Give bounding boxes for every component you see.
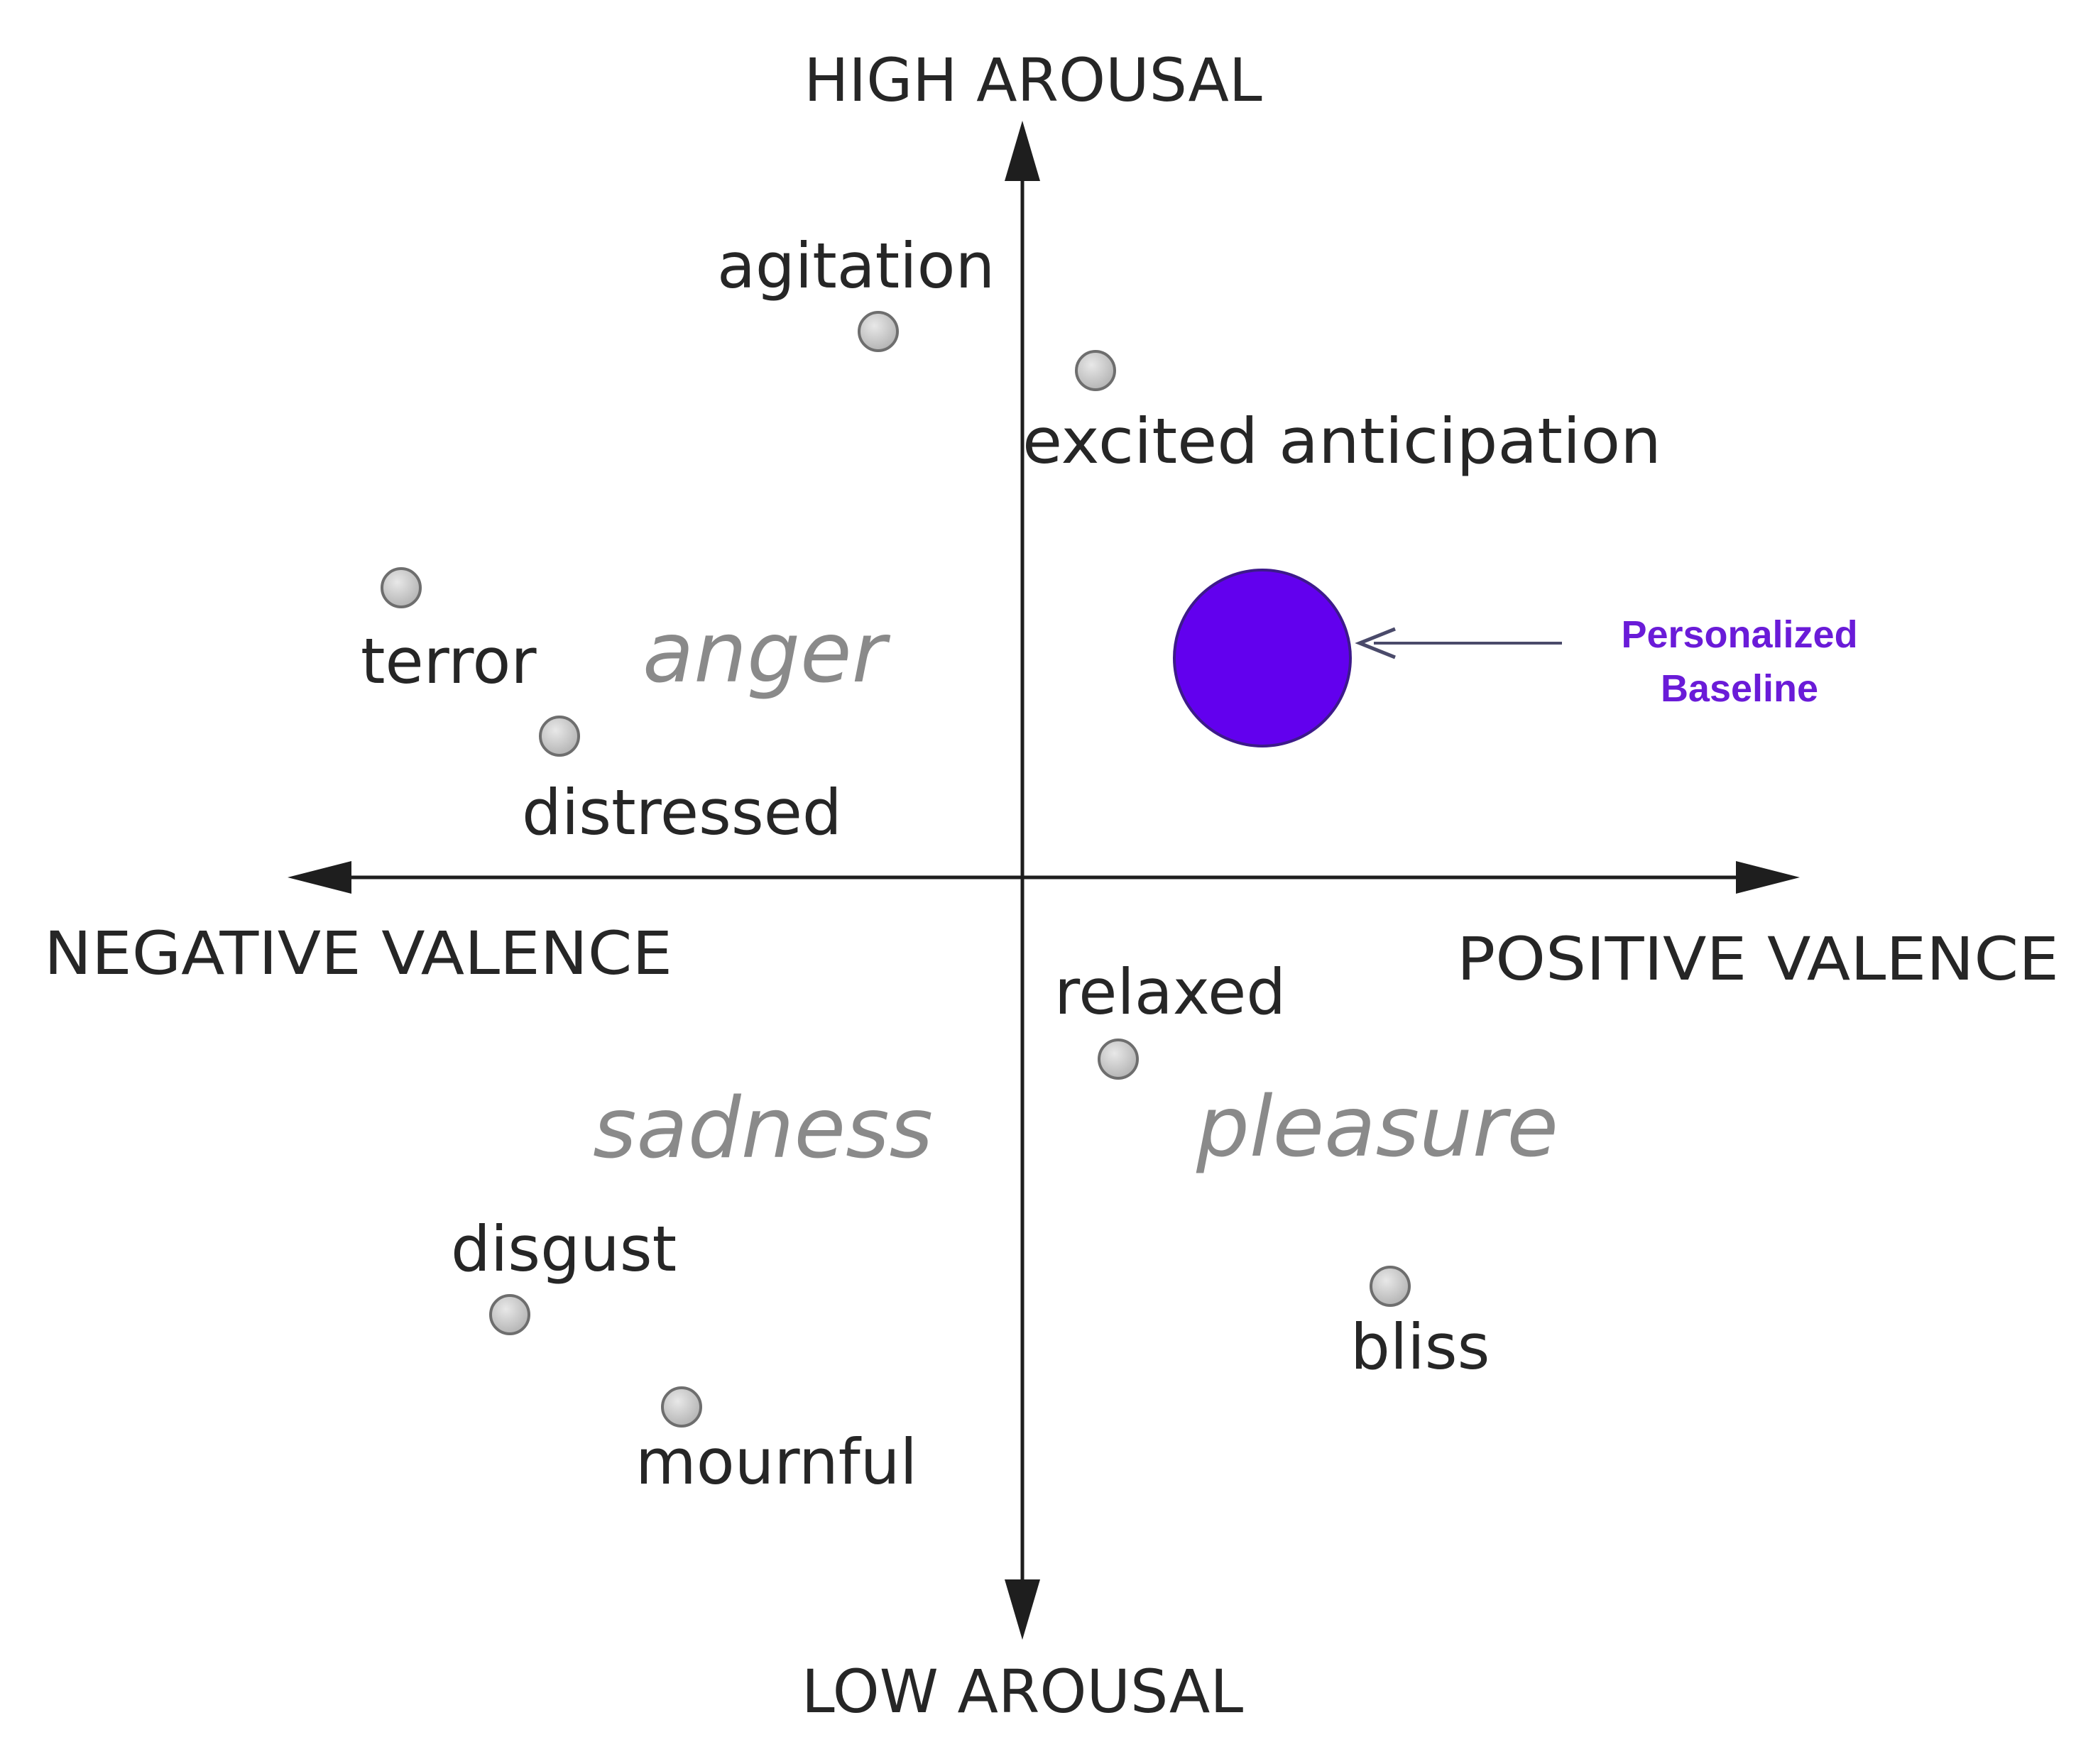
callout-arrow-icon	[1355, 627, 1562, 659]
point-excited-anticipation	[1075, 350, 1116, 391]
region-label-anger: anger	[643, 603, 891, 701]
personalized-baseline-marker	[1173, 569, 1352, 747]
emotion-label-disgust: disgust	[451, 1212, 677, 1286]
point-distressed	[539, 716, 580, 757]
region-label-pleasure: pleasure	[1196, 1078, 1558, 1176]
point-disgust	[489, 1294, 530, 1335]
emotion-label-bliss: bliss	[1350, 1310, 1490, 1384]
point-terror	[381, 567, 422, 608]
emotion-label-agitation: agitation	[717, 229, 995, 302]
point-agitation	[858, 311, 899, 352]
emotion-label-distressed: distressed	[522, 776, 842, 849]
axes	[288, 121, 1800, 1640]
point-relaxed	[1098, 1039, 1139, 1080]
emotion-label-excited-anticipation: excited anticipation	[1022, 405, 1661, 478]
callout-label-line2: Baseline	[1661, 667, 1818, 710]
region-label-sadness: sadness	[593, 1079, 933, 1177]
axis-label-high-arousal: HIGH AROUSAL	[804, 45, 1262, 115]
arrow-up-icon	[1005, 121, 1040, 181]
emotion-label-relaxed: relaxed	[1054, 955, 1286, 1029]
arrow-right-icon	[1736, 861, 1800, 894]
callout-label-line1: Personalized	[1621, 613, 1857, 656]
axis-label-low arousal: LOW AROUSAL	[802, 1657, 1243, 1726]
point-mournful	[661, 1386, 702, 1428]
emotion-label-mournful: mournful	[635, 1425, 917, 1499]
point-bliss	[1370, 1266, 1411, 1307]
axis-label-positive-valence: POSITIVE VALENCE	[1457, 924, 2059, 994]
emotion-label-terror: terror	[361, 625, 537, 698]
arrow-down-icon	[1005, 1579, 1040, 1640]
axis-label-negative-valence: NEGATIVE VALENCE	[44, 919, 672, 988]
emotion-points	[381, 311, 1411, 1428]
arrow-left-icon	[288, 861, 351, 894]
